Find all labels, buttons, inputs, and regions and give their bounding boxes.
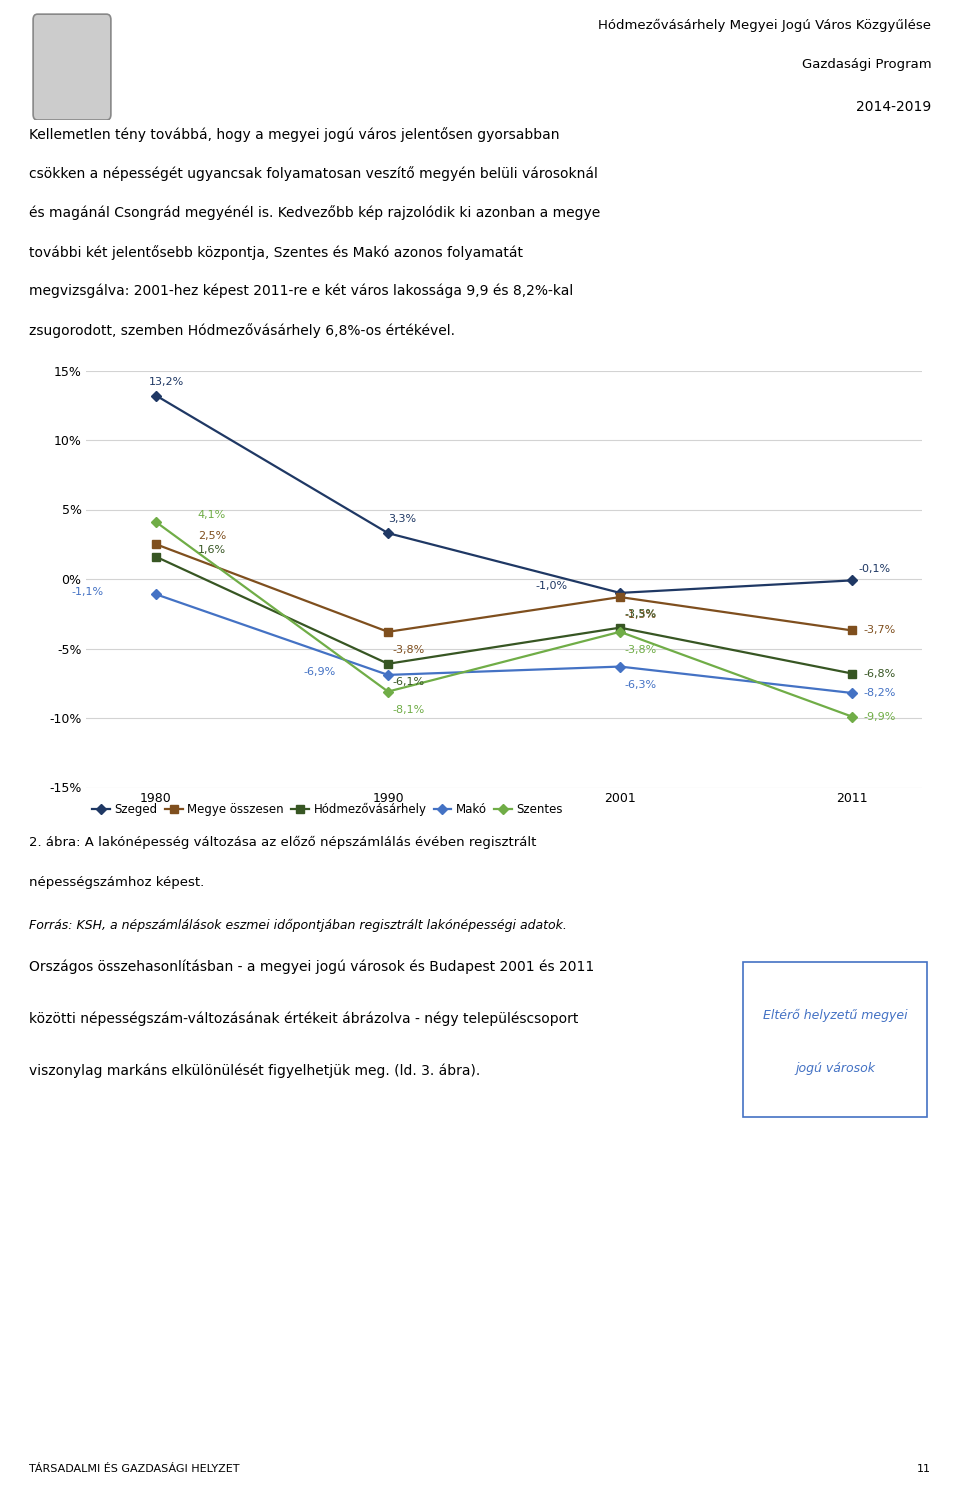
Text: 2014-2019: 2014-2019 [856, 99, 931, 114]
Text: jogú városok: jogú városok [795, 1062, 876, 1076]
Text: Kellemetlen tény továbbá, hogy a megyei jogú város jelentősen gyorsabban: Kellemetlen tény továbbá, hogy a megyei … [29, 128, 560, 142]
Legend: Szeged, Megye összesen, Hódmezővásárhely, Makó, Szentes: Szeged, Megye összesen, Hódmezővásárhely… [92, 802, 563, 816]
Szentes [382, 682, 394, 700]
Text: 3,3%: 3,3% [388, 514, 416, 523]
Megye összesen [614, 588, 626, 606]
Text: Eltérő helyzetű megyei: Eltérő helyzetű megyei [763, 1008, 907, 1022]
Text: megvizsgálva: 2001-hez képest 2011-re e két város lakossága 9,9 és 8,2%-kal: megvizsgálva: 2001-hez képest 2011-re e … [29, 284, 573, 298]
Text: 4,1%: 4,1% [198, 510, 226, 520]
Hódmezővásárhely [150, 548, 161, 566]
Szentes [614, 622, 626, 640]
Szeged [382, 524, 394, 542]
Megye összesen [150, 536, 161, 554]
Text: TÁRSADALMI ÉS GAZDASÁGI HELYZET: TÁRSADALMI ÉS GAZDASÁGI HELYZET [29, 1464, 239, 1473]
Makó [382, 666, 394, 684]
Szentes [150, 513, 161, 531]
Text: további két jelentősebb központja, Szentes és Makó azonos folyamatát: további két jelentősebb központja, Szent… [29, 244, 523, 260]
Text: csökken a népességét ugyancsak folyamatosan veszítő megyén belüli városoknál: csökken a népességét ugyancsak folyamato… [29, 166, 598, 182]
Text: -0,1%: -0,1% [859, 564, 891, 574]
Szentes [847, 708, 858, 726]
Text: -8,2%: -8,2% [863, 688, 896, 698]
Text: Forrás: KSH, a népszámlálások eszmei időpontjában regisztrált lakónépességi adat: Forrás: KSH, a népszámlálások eszmei idő… [29, 920, 566, 933]
FancyBboxPatch shape [33, 13, 110, 120]
Text: Országos összehasonlításban - a megyei jogú városok és Budapest 2001 és 2011: Országos összehasonlításban - a megyei j… [29, 960, 594, 975]
Text: -1,0%: -1,0% [535, 580, 567, 591]
Text: -9,9%: -9,9% [863, 711, 896, 722]
Hódmezővásárhely [847, 664, 858, 682]
Line: Szentes: Szentes [153, 518, 855, 720]
Text: 13,2%: 13,2% [149, 376, 184, 387]
Text: -1,1%: -1,1% [71, 586, 104, 597]
Text: népességszámhoz képest.: népességszámhoz képest. [29, 876, 204, 890]
Text: -3,7%: -3,7% [863, 626, 896, 636]
Text: -3,8%: -3,8% [393, 645, 424, 656]
Text: 2,5%: 2,5% [198, 531, 226, 542]
Hódmezővásárhely [614, 618, 626, 636]
Text: -6,1%: -6,1% [393, 676, 424, 687]
Megye összesen [847, 621, 858, 639]
Text: viszonylag markáns elkülönülését figyelhetjük meg. (ld. 3. ábra).: viszonylag markáns elkülönülését figyelh… [29, 1064, 480, 1078]
Text: -6,3%: -6,3% [624, 680, 657, 690]
Text: -6,9%: -6,9% [303, 668, 335, 676]
Text: -3,5%: -3,5% [624, 609, 657, 619]
Makó [614, 657, 626, 675]
Hódmezővásárhely [382, 656, 394, 674]
Szeged [614, 584, 626, 602]
Line: Szeged: Szeged [153, 392, 855, 597]
Text: 1,6%: 1,6% [198, 544, 226, 555]
FancyBboxPatch shape [743, 962, 927, 1118]
Szeged [150, 387, 161, 405]
Text: Gazdasági Program: Gazdasági Program [802, 58, 931, 70]
Text: 2. ábra: A lakónépesség változása az előző népszámlálás évében regisztrált: 2. ábra: A lakónépesség változása az elő… [29, 836, 537, 849]
Text: közötti népességszám-változásának értékeit ábrázolva - négy településcsoport: közötti népességszám-változásának értéke… [29, 1013, 578, 1026]
Text: 11: 11 [917, 1464, 931, 1473]
Line: Hódmezővásárhely: Hódmezővásárhely [153, 554, 855, 678]
Text: -6,8%: -6,8% [863, 669, 896, 678]
Line: Megye összesen: Megye összesen [153, 540, 855, 636]
Text: zsugorodott, szemben Hódmezővásárhely 6,8%-os értékével.: zsugorodott, szemben Hódmezővásárhely 6,… [29, 322, 455, 338]
Makó [150, 585, 161, 603]
Text: -3,8%: -3,8% [624, 645, 657, 656]
Szeged [847, 572, 858, 590]
Line: Makó: Makó [153, 591, 855, 698]
Text: -8,1%: -8,1% [393, 705, 424, 714]
Text: és magánál Csongrád megyénél is. Kedvezőbb kép rajzolódik ki azonban a megye: és magánál Csongrád megyénél is. Kedvező… [29, 206, 600, 220]
Makó [847, 684, 858, 702]
Megye összesen [382, 622, 394, 640]
Text: Hódmezővásárhely Megyei Jogú Város Közgyűlése: Hódmezővásárhely Megyei Jogú Város Közgy… [598, 20, 931, 32]
Text: -1,3%: -1,3% [624, 610, 657, 620]
